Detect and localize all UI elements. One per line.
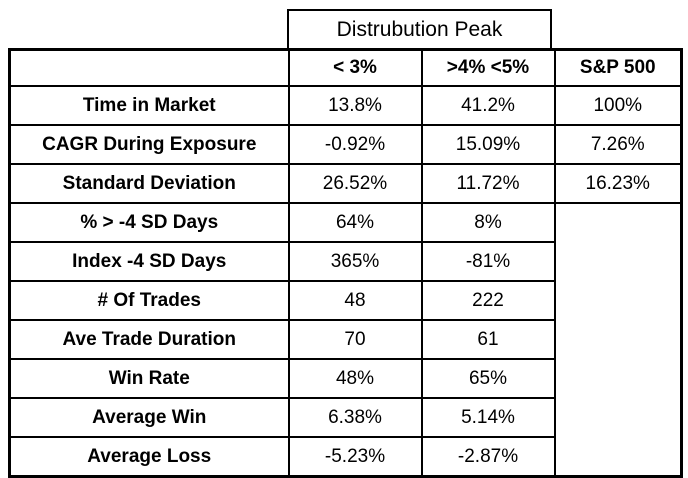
value-cell: 64%: [287, 202, 423, 243]
row-label-cell: Average Loss: [8, 436, 290, 478]
table-row: CAGR During Exposure -0.92% 15.09% 7.26%: [8, 124, 683, 165]
table-row: Average Win 6.38% 5.14%: [8, 397, 682, 438]
table-header-row: < 3% >4% <5% S&P 500: [8, 48, 683, 87]
row-label-cell: Win Rate: [8, 358, 290, 399]
table-row: Win Rate 48% 65%: [8, 358, 682, 399]
table-row: % > -4 SD Days 64% 8%: [8, 202, 683, 478]
value-cell: 16.23%: [553, 163, 683, 204]
value-cell: 65%: [420, 358, 556, 399]
column-header-lt-3pct: < 3%: [287, 48, 423, 87]
table-row: # Of Trades 48 222: [8, 280, 682, 321]
value-cell: 8%: [420, 202, 556, 243]
row-label-cell: Ave Trade Duration: [8, 319, 290, 360]
row-label-cell: % > -4 SD Days: [8, 202, 290, 243]
value-cell: 365%: [287, 241, 423, 282]
distribution-peak-title: Distrubution Peak: [336, 18, 503, 41]
value-cell: -2.87%: [420, 436, 556, 478]
value-cell: 100%: [553, 85, 683, 126]
row-label-cell: Average Win: [8, 397, 290, 438]
column-header-sp500: S&P 500: [553, 48, 683, 87]
value-cell: 5.14%: [420, 397, 556, 438]
sp500-merged-empty-cell: [553, 202, 683, 478]
column-header-4-5pct: >4% <5%: [420, 48, 556, 87]
table-row: Index -4 SD Days 365% -81%: [8, 241, 682, 282]
table-row: Ave Trade Duration 70 61: [8, 319, 682, 360]
value-cell: 15.09%: [420, 124, 556, 165]
table-row: Time in Market 13.8% 41.2% 100%: [8, 85, 683, 126]
value-cell: 48%: [287, 358, 423, 399]
table-row: Standard Deviation 26.52% 11.72% 16.23%: [8, 163, 683, 204]
value-cell: 7.26%: [553, 124, 683, 165]
row-label-cell: Index -4 SD Days: [8, 241, 290, 282]
distribution-peak-title-box: Distrubution Peak: [287, 9, 552, 49]
value-cell: 6.38%: [287, 397, 423, 438]
value-cell: 41.2%: [420, 85, 556, 126]
stats-table: < 3% >4% <5% S&P 500 Time in Market 13.8…: [8, 48, 683, 478]
value-cell: 26.52%: [287, 163, 423, 204]
value-cell: -0.92%: [287, 124, 423, 165]
value-cell: 70: [287, 319, 423, 360]
value-cell: 61: [420, 319, 556, 360]
value-cell: 11.72%: [420, 163, 556, 204]
value-cell: -5.23%: [287, 436, 423, 478]
value-cell: 48: [287, 280, 423, 321]
row-label-cell: # Of Trades: [8, 280, 290, 321]
corner-empty-cell: [8, 48, 290, 87]
table-figure-canvas: Distrubution Peak < 3% >4% <5% S&P 500 T…: [8, 9, 683, 478]
value-cell: 222: [420, 280, 556, 321]
value-cell: -81%: [420, 241, 556, 282]
row-label-cell: Time in Market: [8, 85, 290, 126]
value-cell: 13.8%: [287, 85, 423, 126]
row-label-cell: CAGR During Exposure: [8, 124, 290, 165]
row-label-cell: Standard Deviation: [8, 163, 290, 204]
